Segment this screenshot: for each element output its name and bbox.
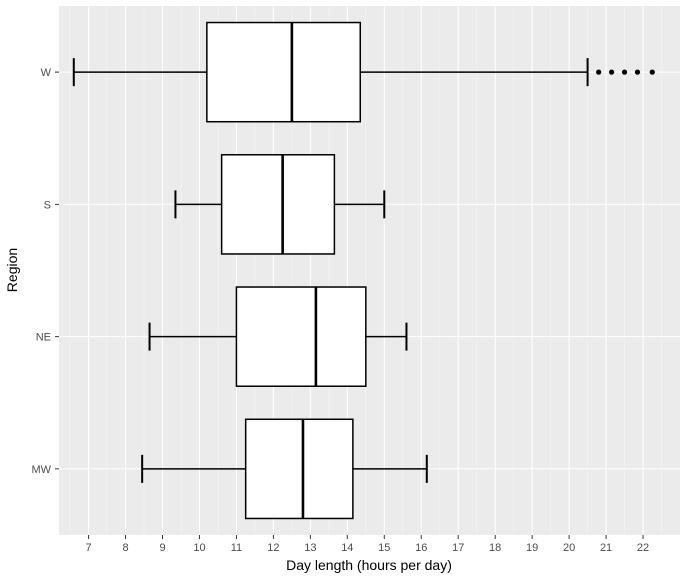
- x-tick-label: 13: [304, 542, 316, 554]
- outlier-point: [634, 69, 641, 75]
- x-tick-label: 8: [122, 542, 128, 554]
- x-tick-label: 21: [600, 542, 612, 554]
- outlier-point: [596, 69, 602, 75]
- x-axis-title: Day length (hours per day): [286, 557, 452, 573]
- x-tick-label: 11: [231, 542, 242, 554]
- y-tick-label: W: [41, 67, 52, 79]
- x-tick-label: 16: [415, 542, 427, 554]
- x-tick-label: 15: [378, 542, 390, 554]
- grid-lines: [59, 6, 680, 535]
- y-tick-label: MW: [31, 464, 51, 476]
- y-axis-title: Region: [4, 248, 20, 292]
- box-iqr: [235, 286, 367, 387]
- x-tick-label: 17: [452, 542, 464, 554]
- x-tick-label: 7: [86, 542, 92, 554]
- outlier-point: [609, 69, 615, 75]
- x-tick-label: 9: [159, 542, 165, 554]
- outlier-point: [621, 69, 628, 75]
- x-tick-label: 12: [267, 542, 279, 554]
- box-marks: [72, 21, 655, 520]
- y-tick-label: S: [44, 199, 51, 211]
- x-tick-label: 14: [341, 542, 353, 554]
- x-tick-label: 19: [526, 542, 538, 554]
- x-tick-label: 20: [563, 542, 575, 554]
- x-tick-label: 10: [193, 542, 205, 554]
- outlier-point: [649, 69, 655, 75]
- box-iqr: [220, 154, 336, 255]
- x-tick-label: 22: [637, 542, 649, 554]
- axes: 7 8 9 10 11 12 13 14 15 16 17 18 19 20 21 22 W S NE MW: [31, 67, 649, 554]
- box-iqr: [206, 21, 362, 123]
- x-tick-label: 18: [489, 542, 501, 554]
- y-tick-label: NE: [36, 332, 51, 344]
- box-iqr: [244, 418, 354, 520]
